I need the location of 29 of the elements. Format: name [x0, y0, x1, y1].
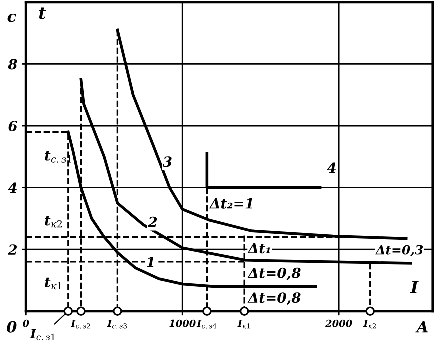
text: с — [8, 14, 16, 22]
text: A — [416, 321, 428, 333]
x-tick-label: I$_{с.з2}$ — [70, 320, 90, 329]
x-tick-label: 2000 — [326, 320, 352, 328]
annotation: Δt=0,8 — [248, 292, 301, 306]
x-tick-label: I$_{с.з4}$ — [196, 320, 217, 329]
x-tick-label: 1000 — [170, 320, 196, 328]
y-tick-label: 8 — [8, 59, 18, 70]
x-tick-label: I$_{к2}$ — [363, 320, 376, 329]
y-tick-label: 6 — [8, 120, 18, 132]
annotation: 3 — [162, 156, 172, 168]
annotation: Δt₁ — [248, 243, 270, 254]
y-tick-label: 4 — [8, 182, 17, 194]
y-axis-title: t — [39, 8, 46, 20]
annotation: Δt₂=1 — [209, 198, 252, 209]
x-axis-title: I — [410, 281, 419, 294]
annotation: 1 — [147, 257, 154, 268]
annotation: 4 — [327, 162, 336, 174]
annotation: t$_{к1}$ — [45, 278, 62, 290]
x-tick-label: I$_{с.з3}$ — [107, 320, 128, 329]
x-tick-label: I$_{к1}$ — [238, 320, 250, 329]
annotation: I$_{с.з1}$ — [30, 329, 55, 341]
y-tick-label: 2 — [8, 244, 18, 255]
annotation: Δt=0,8 — [248, 268, 301, 280]
annotation: 2 — [148, 216, 158, 228]
annotation: t$_{к2}$ — [45, 216, 62, 228]
annotation: Δt=0,3 — [375, 245, 424, 257]
x-tick-label: 0 — [23, 320, 30, 328]
annotation: t$_{с.з1}$ — [45, 151, 72, 163]
